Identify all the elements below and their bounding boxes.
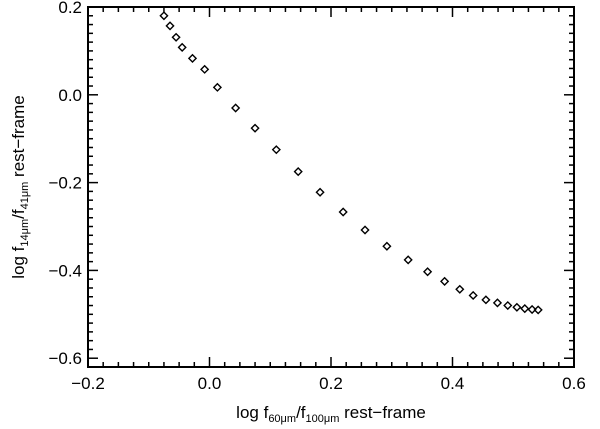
x-axis-label-numerator-subscript: 60μm <box>268 413 296 425</box>
y-axis-label-denominator-subscript: 41μm <box>19 182 31 210</box>
data-point <box>360 225 370 235</box>
data-point <box>403 255 413 265</box>
y-tick-label: −0.6 <box>48 349 82 368</box>
x-tick-label: 0.0 <box>198 374 222 393</box>
x-axis-label: log f60μm/f100μm rest−frame <box>236 403 426 425</box>
data-point <box>187 53 198 63</box>
data-point <box>492 298 503 308</box>
data-point <box>250 123 260 133</box>
data-point <box>440 276 450 286</box>
y-axis-label-prefix: log f <box>9 246 28 278</box>
y-tick-label: 0.0 <box>58 86 82 105</box>
data-point <box>177 42 187 52</box>
y-axis-label-slash: /f <box>9 209 28 219</box>
y-axis-label-suffix: rest−frame <box>9 95 28 181</box>
data-point <box>212 82 222 92</box>
data-point <box>159 11 169 21</box>
data-point <box>423 267 433 277</box>
x-tick-label: −0.2 <box>71 374 105 393</box>
data-point <box>338 207 348 217</box>
data-point <box>231 103 241 113</box>
data-point <box>171 32 181 42</box>
x-axis-label-suffix: rest−frame <box>339 403 425 422</box>
y-axis-label: log f14μm/f41μm rest−frame <box>9 95 31 279</box>
axis-ticks <box>87 6 575 367</box>
x-tick-label: 0.4 <box>441 374 465 393</box>
x-axis-label-prefix: log f <box>236 403 268 422</box>
data-point <box>293 167 303 177</box>
data-point <box>527 304 537 315</box>
y-tick-label: −0.2 <box>48 174 82 193</box>
data-point <box>315 187 325 197</box>
axis-tick-labels: −0.2 0.0 0.2 0.4 0.6 −0.6 −0.4 −0.2 0.0 0.2 <box>48 0 585 393</box>
data-point <box>271 145 281 155</box>
data-point <box>200 64 210 74</box>
data-point <box>455 284 465 294</box>
data-point <box>520 304 530 314</box>
data-point <box>503 300 513 311</box>
data-point <box>165 21 175 31</box>
data-point <box>382 241 392 251</box>
y-tick-label: −0.4 <box>48 261 82 280</box>
data-points <box>159 11 543 315</box>
plot-frame <box>87 6 575 368</box>
x-axis-label-slash: /f <box>296 403 306 422</box>
data-point <box>512 302 522 312</box>
data-point <box>468 290 478 301</box>
y-tick-label: 0.2 <box>58 0 82 17</box>
x-axis-label-denominator-subscript: 100μm <box>306 413 340 425</box>
data-point <box>481 295 491 305</box>
y-axis-label-numerator-subscript: 14μm <box>19 219 31 247</box>
data-point <box>533 305 543 315</box>
x-tick-label: 0.2 <box>319 374 343 393</box>
x-tick-label: 0.6 <box>562 374 586 393</box>
